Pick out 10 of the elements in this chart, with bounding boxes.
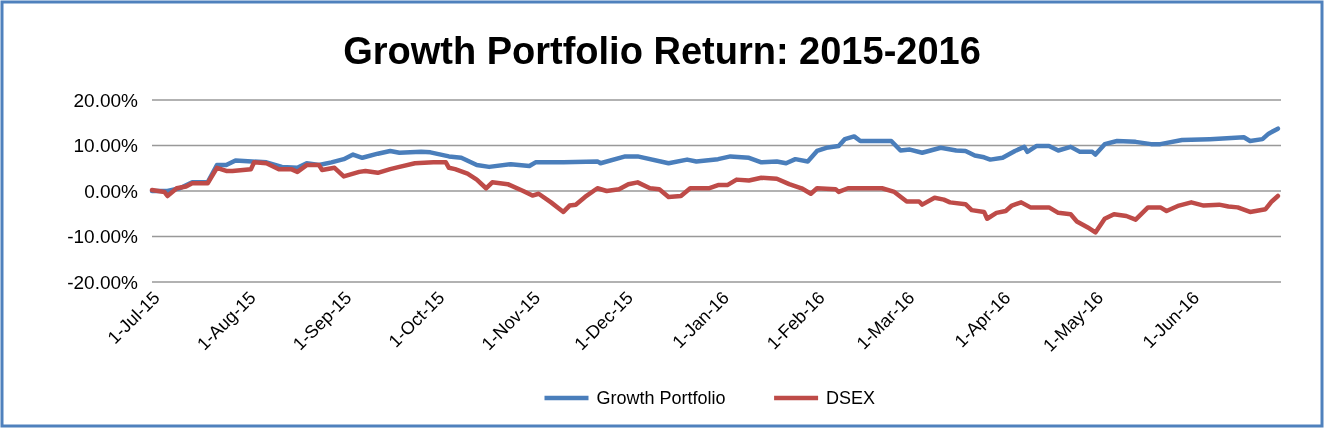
legend-label: Growth Portfolio [596, 388, 726, 409]
y-tick-label: -10.00% [67, 226, 139, 248]
y-tick-label: 0.00% [84, 180, 139, 202]
y-tick-label: 20.00% [73, 89, 139, 111]
line-series [149, 126, 1281, 194]
y-tick-label: -20.00% [67, 271, 139, 293]
legend-label: DSEX [826, 388, 876, 409]
y-tick-label: 10.00% [73, 135, 139, 157]
chart-title: Growth Portfolio Return: 2015-2016 [343, 30, 981, 72]
line-series [149, 160, 1281, 235]
